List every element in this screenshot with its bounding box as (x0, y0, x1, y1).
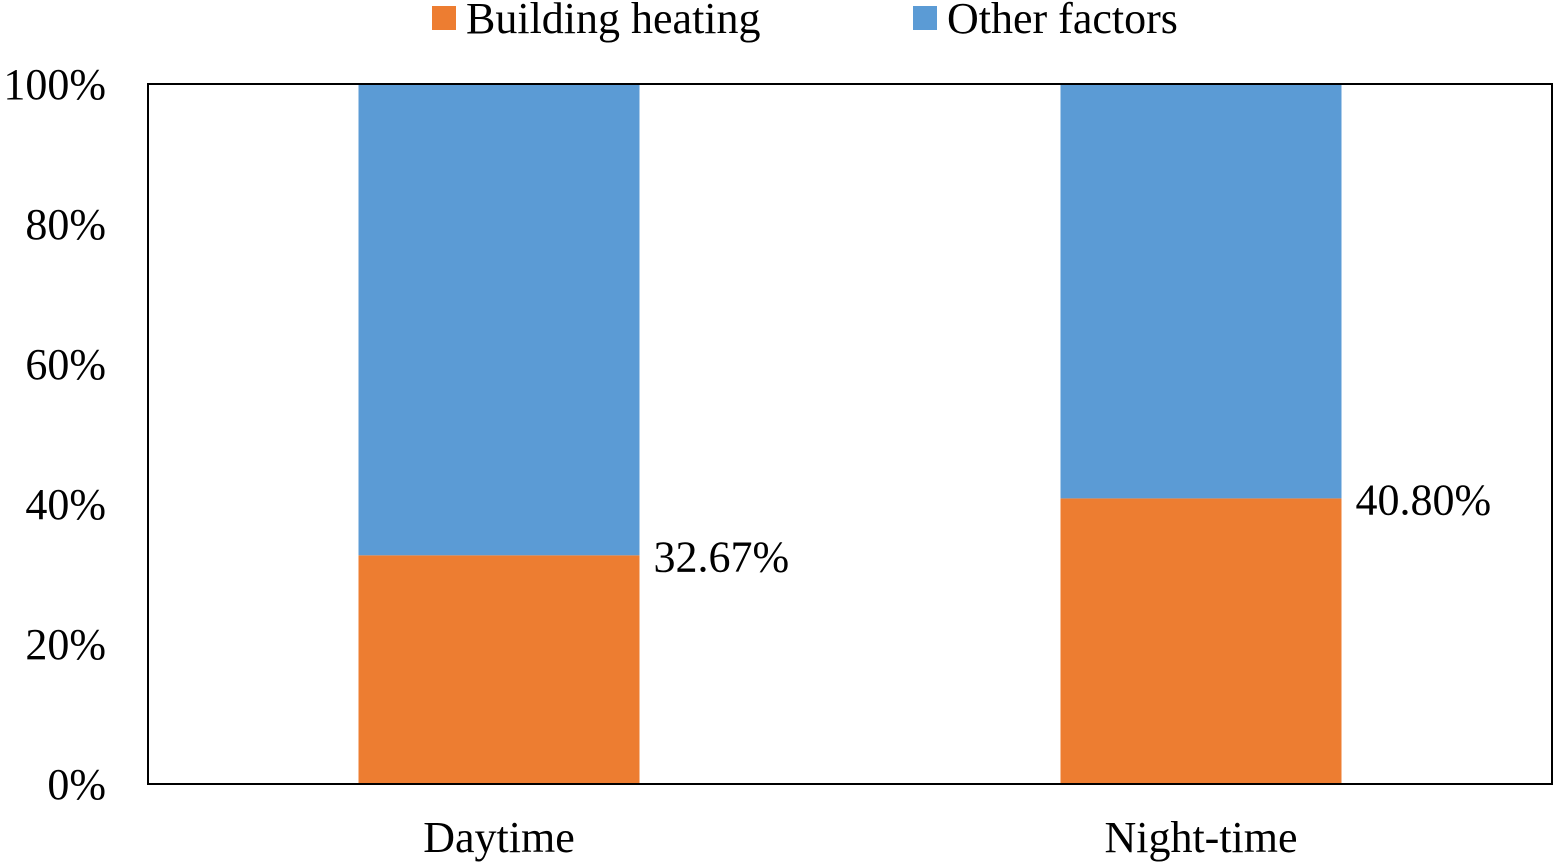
legend-label: Building heating (466, 0, 761, 43)
y-tick-label: 100% (3, 60, 106, 109)
y-tick-label: 0% (47, 760, 106, 809)
x-category-label: Night-time (1104, 813, 1297, 862)
data-label: 40.80% (1356, 475, 1492, 524)
data-label: 32.67% (654, 532, 790, 581)
x-category-label: Daytime (423, 813, 575, 862)
legend-swatch (432, 6, 456, 30)
y-tick-label: 20% (25, 620, 106, 669)
bar-segment-building-heating (1060, 498, 1342, 784)
y-tick-label: 40% (25, 480, 106, 529)
x-axis-categories: Daytime Night-time (423, 813, 1297, 862)
bar-segment-other-factors (358, 84, 640, 556)
y-tick-label: 80% (25, 200, 106, 249)
bar-segment-building-heating (358, 555, 640, 784)
plot-area-frame (147, 83, 1553, 785)
bars (358, 84, 1342, 784)
data-labels: 32.67% 40.80% (654, 475, 1492, 581)
y-axis-ticks: 0% 20% 40% 60% 80% 100% (3, 60, 106, 809)
legend: Building heating Other factors (432, 0, 1178, 43)
legend-swatch (913, 6, 937, 30)
legend-label: Other factors (947, 0, 1178, 43)
y-tick-label: 60% (25, 340, 106, 389)
bar-segment-other-factors (1060, 84, 1342, 499)
